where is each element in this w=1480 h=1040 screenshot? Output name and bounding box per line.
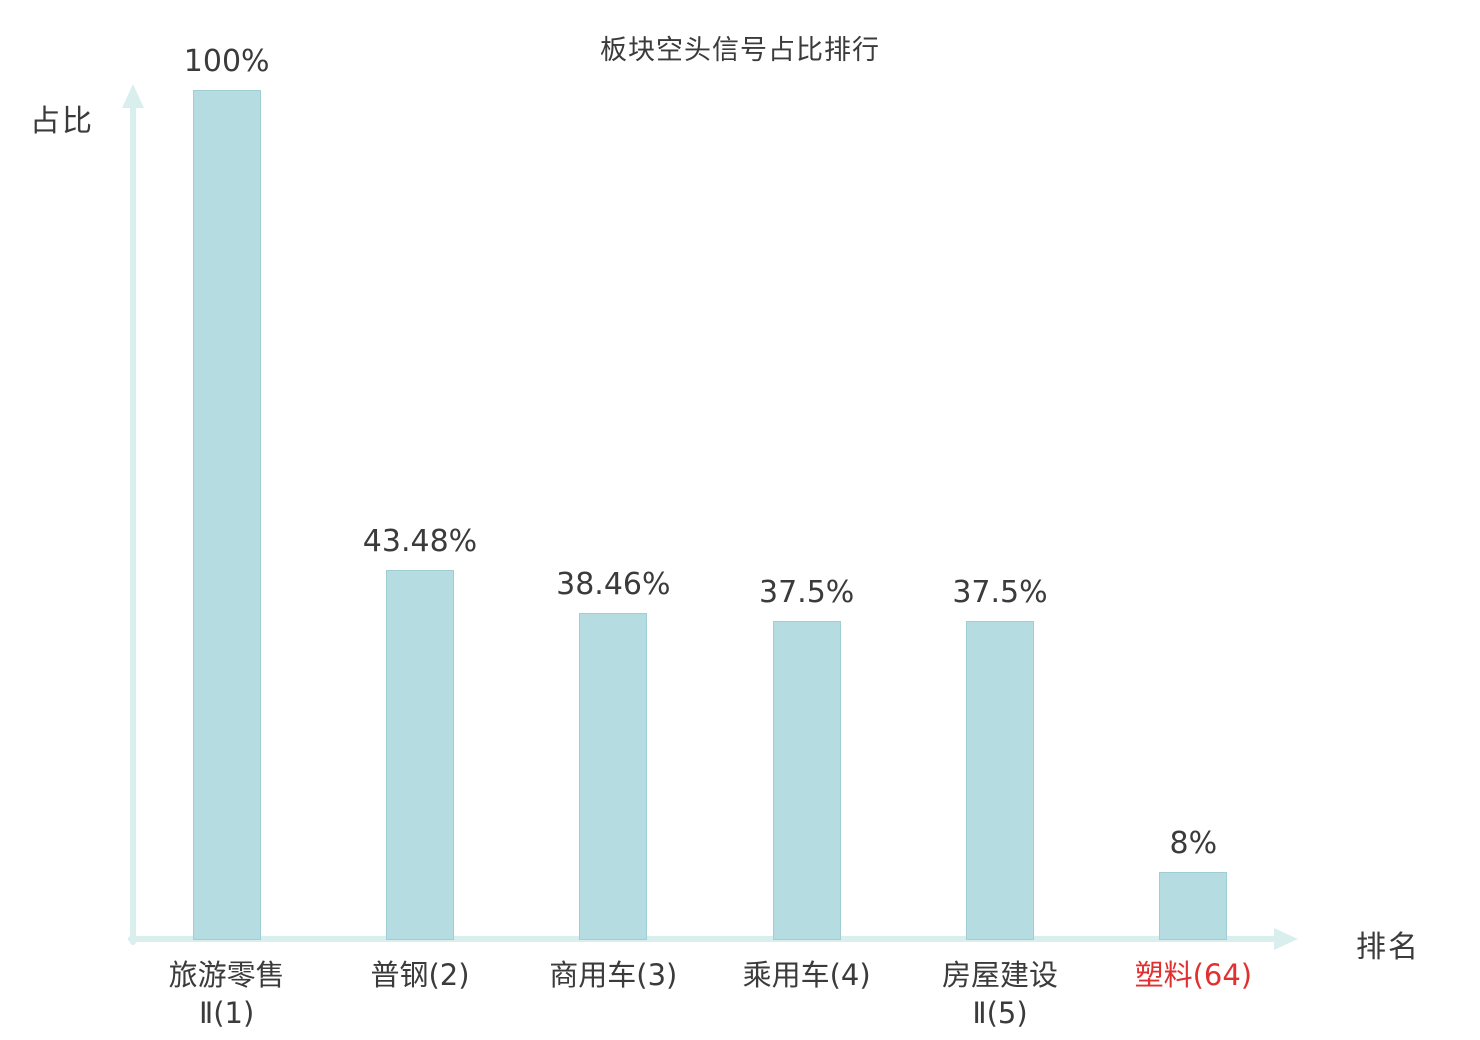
bar (966, 621, 1034, 940)
category-line: Ⅱ(1) (198, 996, 255, 1030)
bar-category-label: 旅游零售 Ⅱ(1) (117, 956, 337, 1032)
bar-value-label: 37.5% (952, 575, 1048, 611)
category-line: 房屋建设 (941, 958, 1058, 992)
bar-category-label: 普钢(2) (310, 956, 530, 994)
y-axis-label: 占比 (30, 104, 94, 139)
chart-title: 板块空头信号占比排行 (600, 35, 880, 66)
category-line: 商用车(3) (549, 958, 678, 992)
bar-value-label: 38.46% (556, 567, 671, 603)
bar (386, 570, 454, 940)
category-line: 乘用车(4) (742, 958, 871, 992)
bar-category-label: 商用车(3) (503, 956, 723, 994)
bar (192, 90, 261, 940)
bar (772, 621, 841, 940)
bar-category-label: 塑料(64) (1083, 956, 1303, 994)
bar (579, 613, 648, 940)
x-axis-arrow-icon (1274, 928, 1298, 950)
bar-category-label: 房屋建设 Ⅱ(5) (890, 956, 1110, 1032)
bar-value-label: 43.48% (362, 524, 478, 560)
y-axis-arrow-icon (122, 84, 144, 108)
category-line: Ⅱ(5) (972, 996, 1028, 1030)
bar-category-label: 乘用车(4) (697, 956, 917, 994)
category-line: 塑料(64) (1134, 958, 1253, 992)
category-line: 旅游零售 (168, 958, 285, 992)
x-axis-label: 排名 (1356, 930, 1420, 965)
bar-value-label: 100% (183, 44, 270, 79)
bar-value-label: 37.5% (759, 575, 855, 611)
bar-value-label: 8% (1169, 826, 1218, 861)
bar (1159, 872, 1228, 940)
category-line: 普钢(2) (370, 958, 470, 992)
